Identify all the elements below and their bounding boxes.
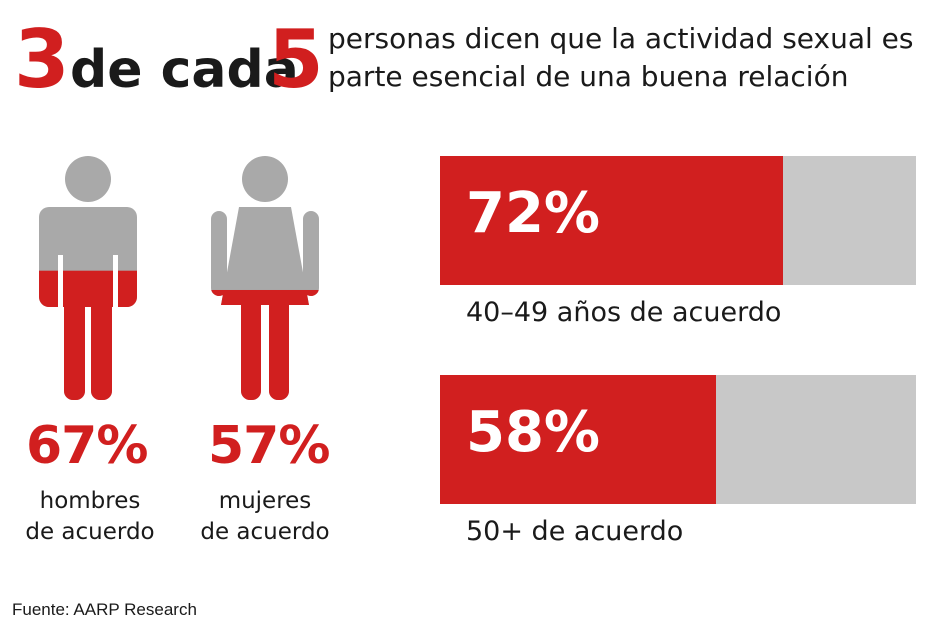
- headline-line-1: personas dicen que la actividad sexual e…: [328, 22, 914, 55]
- headline-de-cada: de cada: [70, 40, 299, 100]
- men-percentage: 67%: [26, 416, 148, 476]
- women-caption: mujeres de acuerdo: [185, 486, 345, 548]
- bar-40-49-label: 40–49 años de acuerdo: [466, 297, 782, 328]
- woman-icon: [211, 156, 319, 400]
- bar-50-plus-fill: [440, 375, 717, 504]
- women-caption-line-2: de acuerdo: [200, 519, 330, 545]
- headline-number-5: 5: [268, 13, 324, 106]
- bar-50-plus-label: 50+ de acuerdo: [466, 516, 684, 547]
- bar-40-49-value: 72%: [466, 181, 601, 246]
- headline-line-2: parte esencial de una buena relación: [328, 60, 849, 93]
- headline-number-3: 3: [14, 13, 70, 106]
- bar-50-plus-value: 58%: [466, 400, 601, 465]
- man-icon-fill: [39, 270, 137, 400]
- men-caption-line-1: hombres: [39, 488, 141, 514]
- women-percentage: 57%: [208, 416, 330, 476]
- women-caption-line-1: mujeres: [218, 488, 312, 514]
- headline: 3 de cada 5 personas dicen que la activi…: [14, 8, 924, 118]
- men-caption: hombres de acuerdo: [10, 486, 170, 548]
- man-icon: [39, 156, 137, 400]
- bar-40-49-fill: [440, 156, 783, 285]
- men-caption-line-2: de acuerdo: [25, 519, 155, 545]
- woman-icon-gray-part: [211, 156, 319, 400]
- woman-icon-fill: [211, 289, 319, 400]
- source-note: Fuente: AARP Research: [12, 600, 197, 619]
- bar-50-plus: 58%: [440, 375, 916, 504]
- bar-40-49: 72%: [440, 156, 916, 285]
